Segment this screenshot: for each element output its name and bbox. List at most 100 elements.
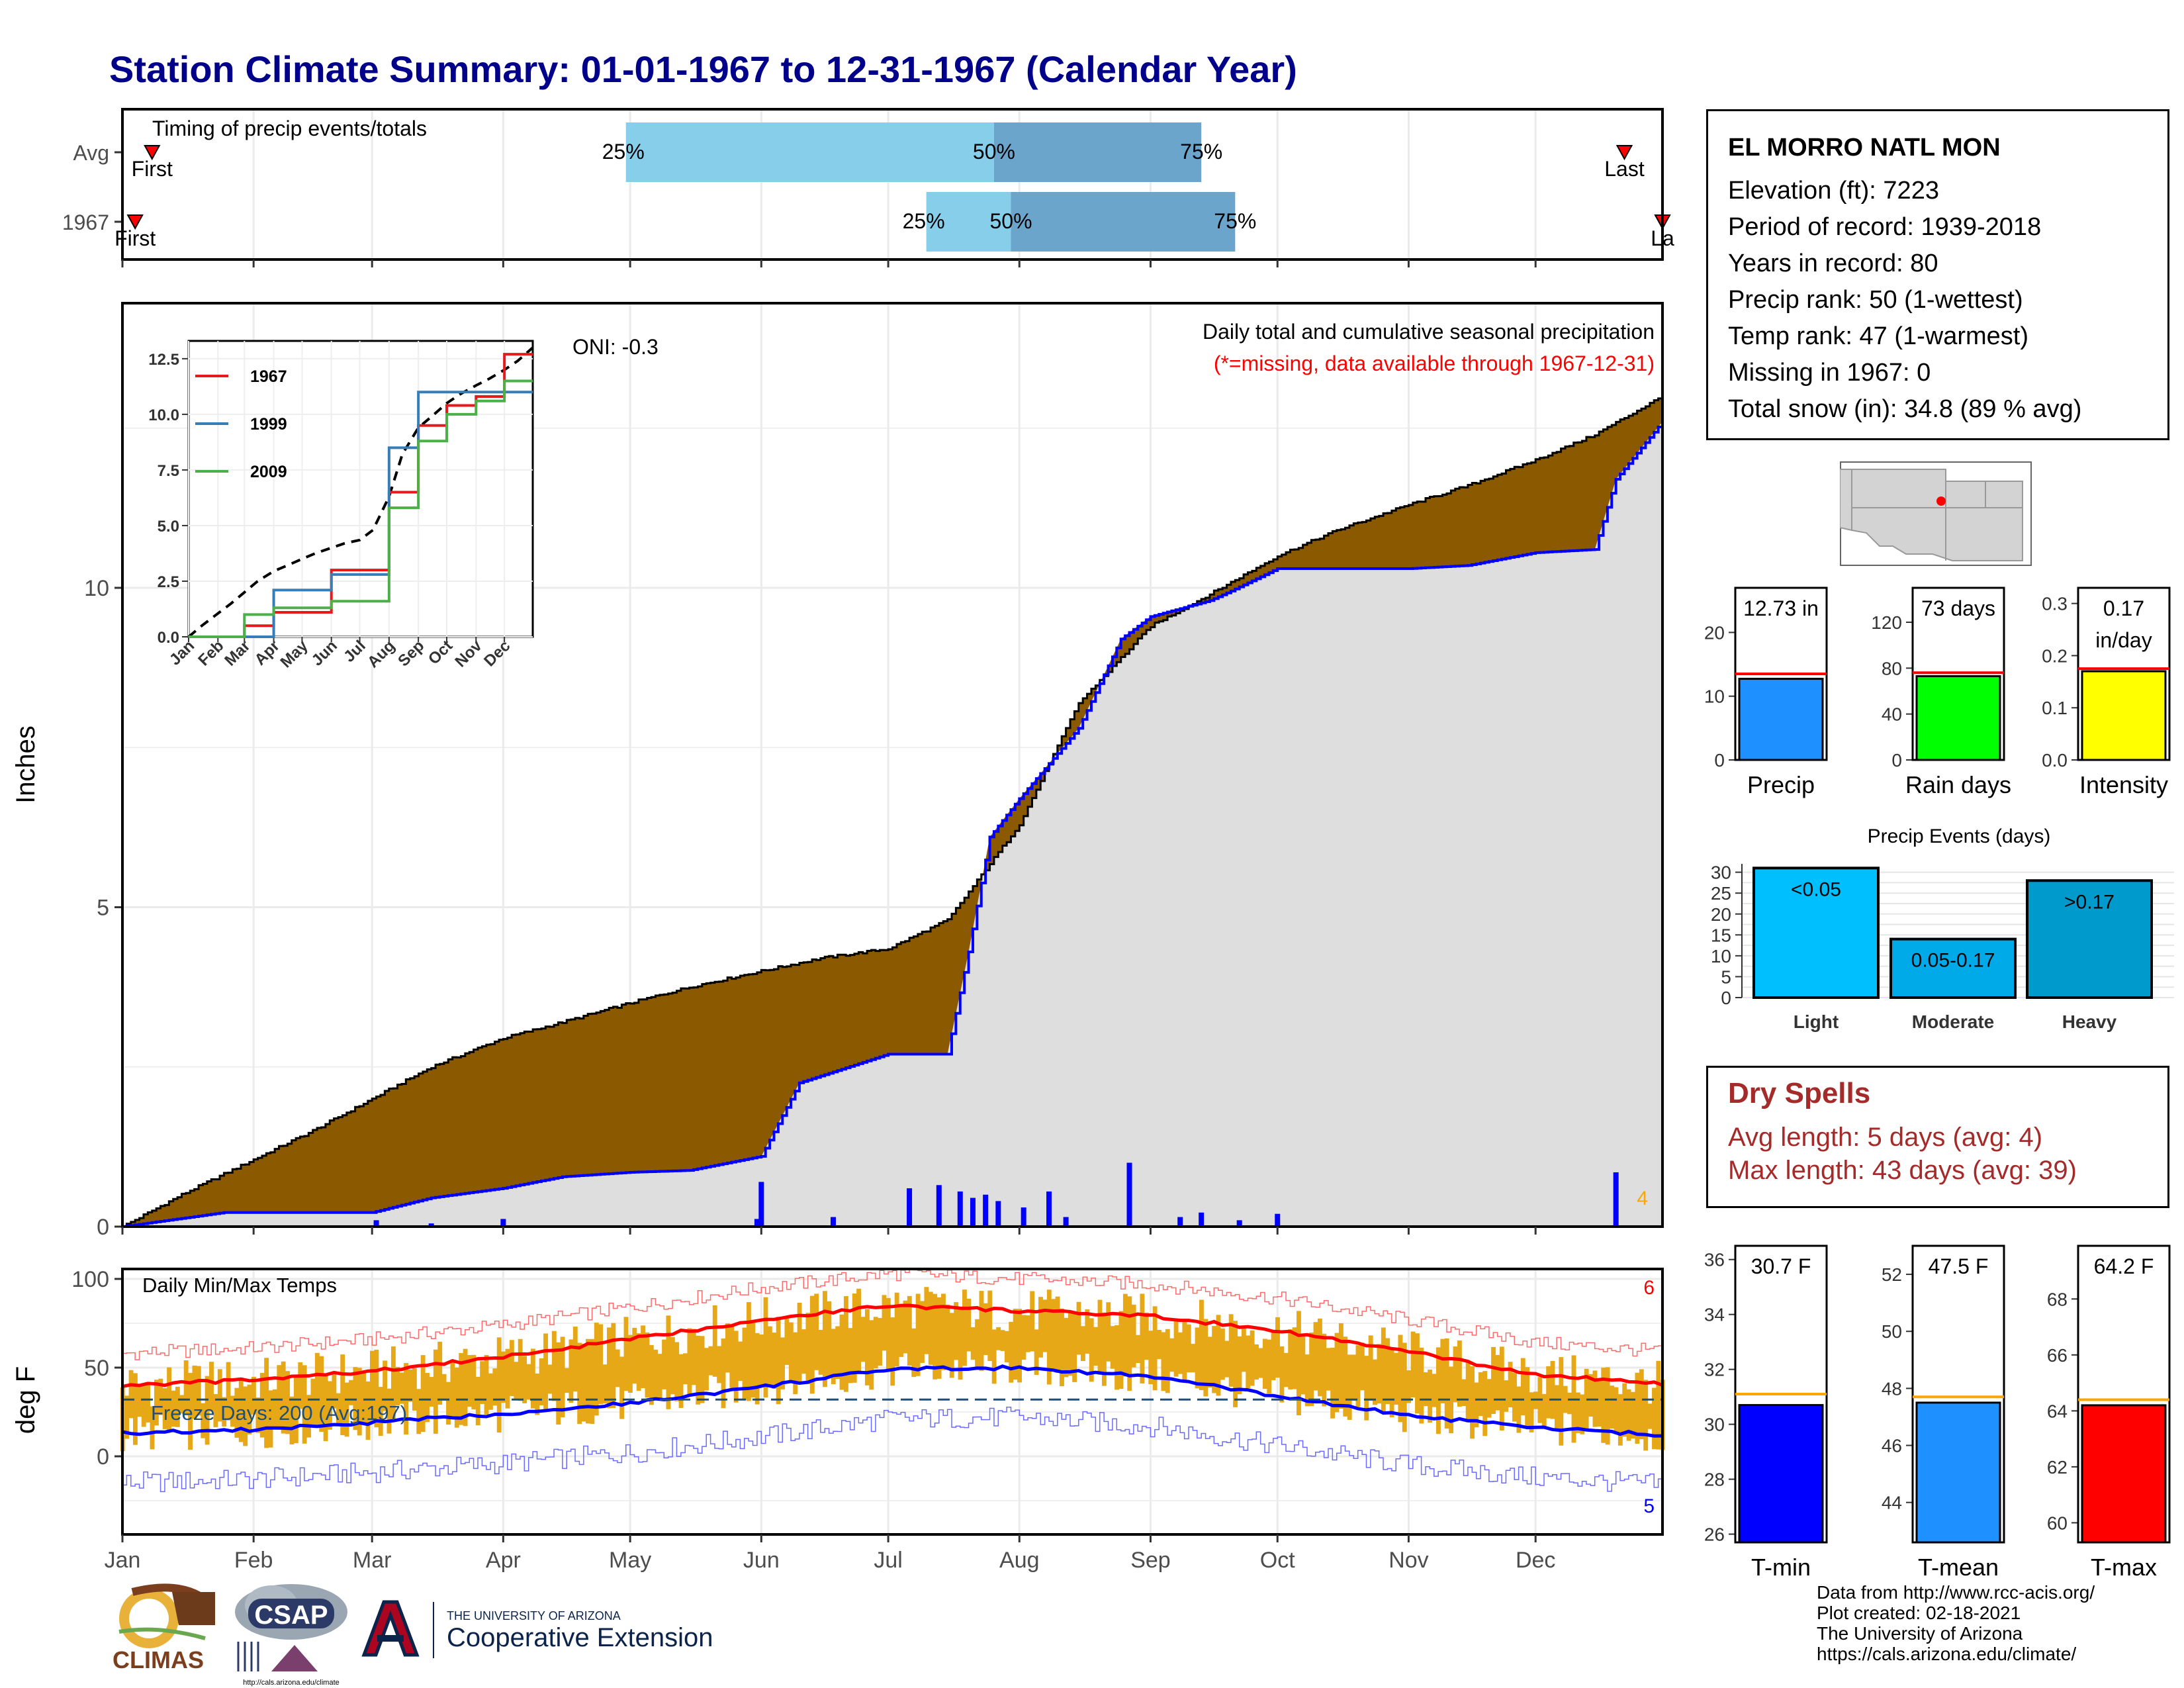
precip-panel: 0 5 10 Daily total and cumulative seasonal … xyxy=(11,302,1664,1240)
daily-temp-bar xyxy=(1614,1387,1619,1434)
daily-temp-bar xyxy=(729,1325,735,1388)
daily-temp-bar xyxy=(289,1396,295,1444)
daily-temp-bar xyxy=(1605,1367,1610,1445)
daily-temp-bar xyxy=(1647,1403,1653,1429)
daily-temp-bar xyxy=(1203,1319,1208,1397)
daily-precip-bar xyxy=(907,1188,913,1227)
daily-temp-bar xyxy=(1622,1383,1627,1437)
daily-temp-bar xyxy=(1275,1317,1280,1378)
record-high-line xyxy=(122,1268,1663,1360)
daily-temp-bar xyxy=(848,1328,853,1383)
events-y-tick-label: 15 xyxy=(1711,925,1731,945)
daily-temp-bar xyxy=(328,1381,332,1430)
daily-temp-bar xyxy=(835,1326,841,1380)
daily-temp-bar xyxy=(1046,1289,1052,1385)
daily-precip-bar xyxy=(957,1191,963,1227)
stat-y-tick-label: 0 xyxy=(1714,750,1725,771)
daily-temp-bar xyxy=(708,1346,713,1376)
daily-temp-bar xyxy=(420,1355,426,1432)
daily-temp-bar xyxy=(911,1328,917,1378)
daily-temp-bar xyxy=(1394,1352,1398,1405)
daily-temp-bar xyxy=(1432,1374,1437,1407)
daily-temp-bar xyxy=(1546,1366,1551,1419)
climas-text: CLIMAS xyxy=(113,1646,204,1673)
daily-temp-bar xyxy=(1364,1356,1369,1421)
daily-temp-bar xyxy=(776,1317,781,1405)
daily-temp-bar xyxy=(746,1302,751,1401)
precip-y-tick-label: 10 xyxy=(84,576,109,601)
daily-temp-bar xyxy=(619,1356,625,1419)
stat-panel-label: T-mean xyxy=(1918,1554,1999,1581)
daily-temp-bar xyxy=(1228,1314,1234,1387)
daily-temp-bar xyxy=(1317,1318,1322,1397)
daily-temp-bar xyxy=(1550,1360,1555,1419)
daily-temp-bar xyxy=(1127,1296,1132,1391)
daily-temp-bar xyxy=(586,1338,590,1424)
daily-temp-bar xyxy=(1435,1347,1441,1434)
month-label: Sep xyxy=(1130,1548,1171,1573)
daily-temp-bar xyxy=(1300,1336,1306,1395)
ua-logo: THE UNIVERSITY OF ARIZONA Cooperative Ex… xyxy=(361,1600,713,1658)
record-low-count: 5 xyxy=(1643,1495,1655,1517)
daily-temp-bar xyxy=(962,1289,967,1366)
daily-temp-bar xyxy=(1610,1385,1614,1429)
events-y-tick-label: 30 xyxy=(1711,863,1731,883)
daily-temp-bar xyxy=(1410,1331,1416,1398)
precip-y-axis-label: Inches xyxy=(11,726,40,804)
daily-temp-bar xyxy=(1064,1317,1069,1378)
daily-temp-bar xyxy=(1419,1347,1424,1424)
daily-temp-bar xyxy=(1482,1371,1488,1436)
daily-temp-bar xyxy=(285,1371,291,1434)
daily-temp-bar xyxy=(1220,1328,1225,1380)
temp-y-tick-label: 50 xyxy=(84,1356,109,1381)
daily-temp-bar xyxy=(1457,1340,1462,1407)
daily-temp-bar xyxy=(1461,1379,1467,1407)
daily-temp-bar xyxy=(1051,1299,1056,1370)
daily-temp-bar xyxy=(336,1393,341,1427)
daily-precip-bar xyxy=(758,1182,764,1227)
daily-temp-bar xyxy=(1271,1331,1276,1381)
daily-temp-bar xyxy=(1237,1336,1242,1395)
daily-temp-bar xyxy=(1470,1366,1475,1439)
daily-temp-bar xyxy=(1186,1324,1191,1373)
daily-temp-bar xyxy=(1635,1372,1640,1444)
daily-temp-bar xyxy=(687,1328,692,1395)
daily-temp-bar xyxy=(704,1348,709,1391)
daily-temp-bar xyxy=(1178,1332,1183,1374)
daily-temp-bar xyxy=(1169,1338,1175,1372)
daily-temp-bar xyxy=(1122,1293,1128,1377)
daily-temp-bar xyxy=(1478,1372,1483,1417)
inset-y-tick-label: 5.0 xyxy=(158,518,179,536)
stat-y-tick-label: 32 xyxy=(1704,1360,1725,1380)
station-period: Period of record: 1939-2018 xyxy=(1728,213,2042,241)
daily-temp-bar xyxy=(823,1291,827,1387)
daily-temp-bar xyxy=(928,1291,933,1365)
daily-temp-bar xyxy=(412,1368,417,1411)
events-category-label: Moderate xyxy=(1912,1011,1994,1032)
daily-temp-bar xyxy=(408,1369,413,1402)
inset-legend-label: 1967 xyxy=(250,367,287,386)
daily-temp-bar xyxy=(323,1375,328,1442)
daily-precip-bar xyxy=(995,1201,1001,1227)
daily-temp-bar xyxy=(146,1383,151,1423)
daily-temp-bar xyxy=(518,1338,523,1401)
climas-logo: CLIMAS xyxy=(113,1583,215,1673)
daily-temp-bar xyxy=(488,1373,493,1410)
daily-temp-bar xyxy=(1085,1309,1090,1354)
stat-panel-label: T-max xyxy=(2091,1554,2157,1581)
daily-temp-bar xyxy=(1313,1322,1318,1391)
daily-temp-bar xyxy=(809,1295,815,1394)
events-bar-label: >0.17 xyxy=(2064,891,2115,913)
daily-temp-bar xyxy=(463,1348,468,1427)
stat-y-tick-label: 0.1 xyxy=(2042,698,2068,718)
stat-value-bar xyxy=(2081,1404,2167,1544)
daily-temp-bar xyxy=(1072,1313,1077,1382)
daily-temp-bar xyxy=(1144,1312,1149,1360)
stat-value-bar xyxy=(2081,670,2167,761)
daily-temp-bar xyxy=(801,1329,806,1374)
month-label: Jul xyxy=(874,1548,902,1573)
daily-temp-bar xyxy=(831,1329,836,1385)
daily-temp-bar xyxy=(399,1372,404,1404)
credits-data-source: Data from http://www.rcc-acis.org/ xyxy=(1817,1582,2095,1603)
daily-temp-bar xyxy=(991,1329,997,1384)
